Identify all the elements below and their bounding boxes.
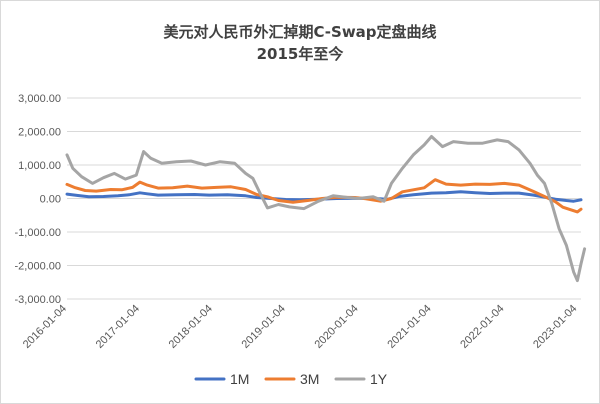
y-tick-label: 0.00 <box>40 194 61 206</box>
y-tick-label: -2,000.00 <box>15 261 61 273</box>
series-lines <box>65 135 587 283</box>
legend: 1M 3M 1Y <box>194 371 388 387</box>
x-tick-label: 2017-01-04 <box>94 303 142 351</box>
chart-subtitle: 2015年至今 <box>257 45 344 63</box>
x-axis-ticks: 2016-01-04 2017-01-04 2018-01-04 2019-01-04… <box>21 303 580 351</box>
legend-label-1M: 1M <box>230 371 249 387</box>
legend-label-3M: 3M <box>300 371 319 387</box>
x-tick-label: 2023-01-04 <box>531 303 579 351</box>
y-tick-label: -3,000.00 <box>15 294 61 306</box>
gridlines <box>67 97 581 300</box>
y-tick-label: 3,000.00 <box>18 93 61 105</box>
legend-label-1Y: 1Y <box>370 371 388 387</box>
x-tick-label: 2022-01-04 <box>458 303 506 351</box>
x-tick-label: 2021-01-04 <box>385 303 433 351</box>
x-tick-label: 2016-01-04 <box>21 303 69 351</box>
x-tick-label: 2020-01-04 <box>312 303 360 351</box>
x-tick-label: 2019-01-04 <box>240 303 288 351</box>
y-tick-label: 1,000.00 <box>18 160 61 172</box>
series-line-3M <box>65 178 583 214</box>
series-line-1Y <box>65 135 587 283</box>
x-tick-label: 2018-01-04 <box>167 303 215 351</box>
y-tick-label: -1,000.00 <box>15 227 61 239</box>
chart-title: 美元对人民币外汇掉期C-Swap定盘曲线 <box>163 23 436 41</box>
y-tick-label: 2,000.00 <box>18 127 61 139</box>
y-axis-ticks: 3,000.00 2,000.00 1,000.00 0.00 -1,000.00 -2,… <box>15 93 61 306</box>
